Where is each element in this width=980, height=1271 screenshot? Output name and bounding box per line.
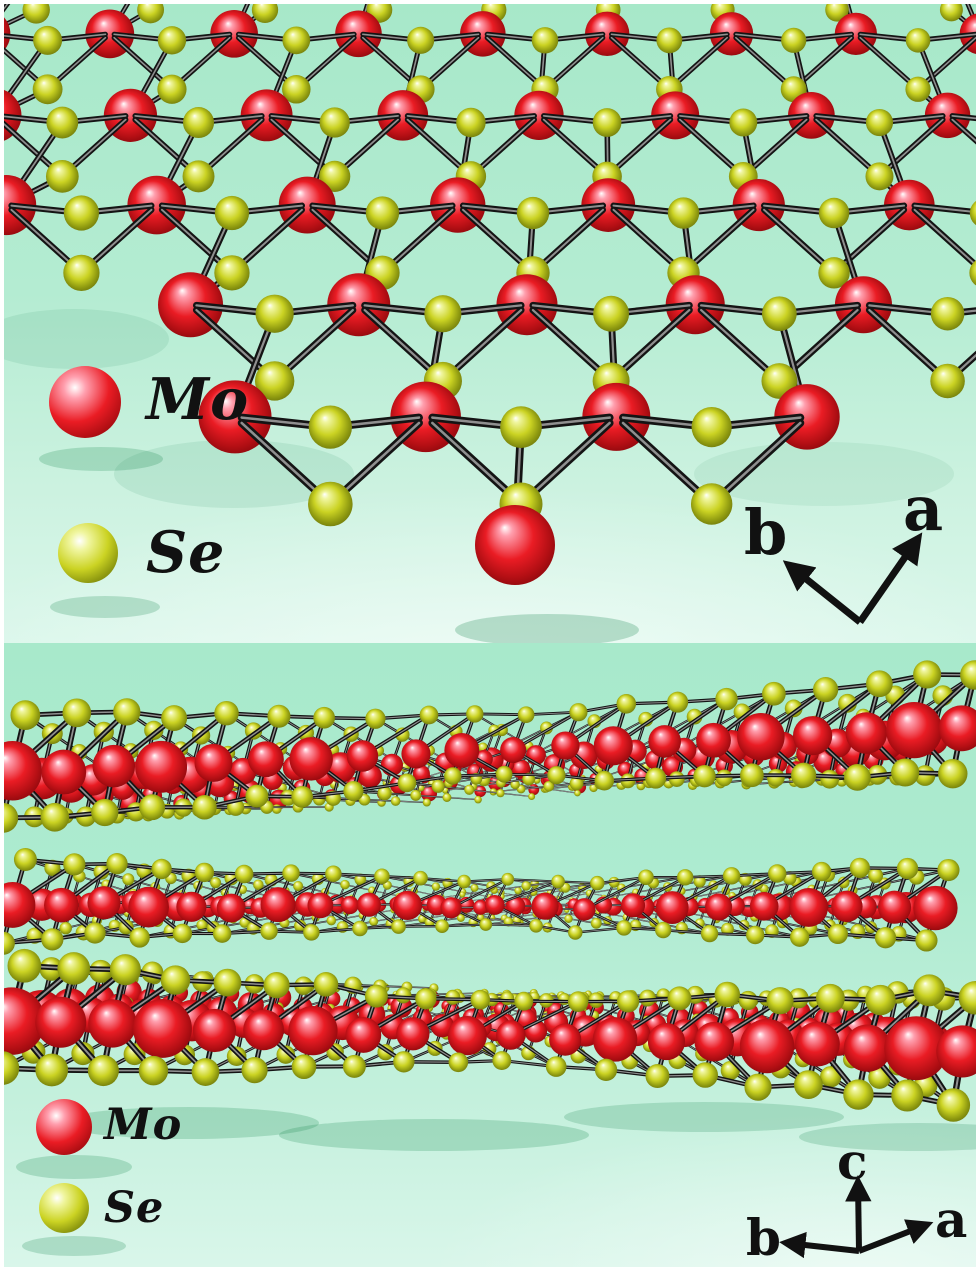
side-view-panel: Mo Se c a b (4, 643, 976, 1267)
mo-legend-sphere (36, 1099, 92, 1155)
mo-legend-label: Mo (104, 1100, 183, 1150)
axis-a-label: a (903, 472, 944, 545)
axis-b-label: b (746, 1208, 781, 1267)
axis-a-label: a (935, 1190, 968, 1249)
se-legend-sphere (58, 523, 118, 583)
top-view-panel: Mo Se b a (4, 4, 976, 643)
axis-c-label: c (837, 1132, 868, 1191)
mo-legend-sphere (49, 366, 121, 438)
axis-b-label: b (744, 496, 788, 569)
se-legend-sphere (39, 1183, 89, 1233)
top-view-structure-svg (4, 4, 976, 643)
mo-legend-label: Mo (146, 365, 250, 433)
se-legend-label: Se (104, 1183, 165, 1233)
side-view-structure-svg (4, 660, 976, 1259)
se-legend-label: Se (146, 518, 226, 586)
